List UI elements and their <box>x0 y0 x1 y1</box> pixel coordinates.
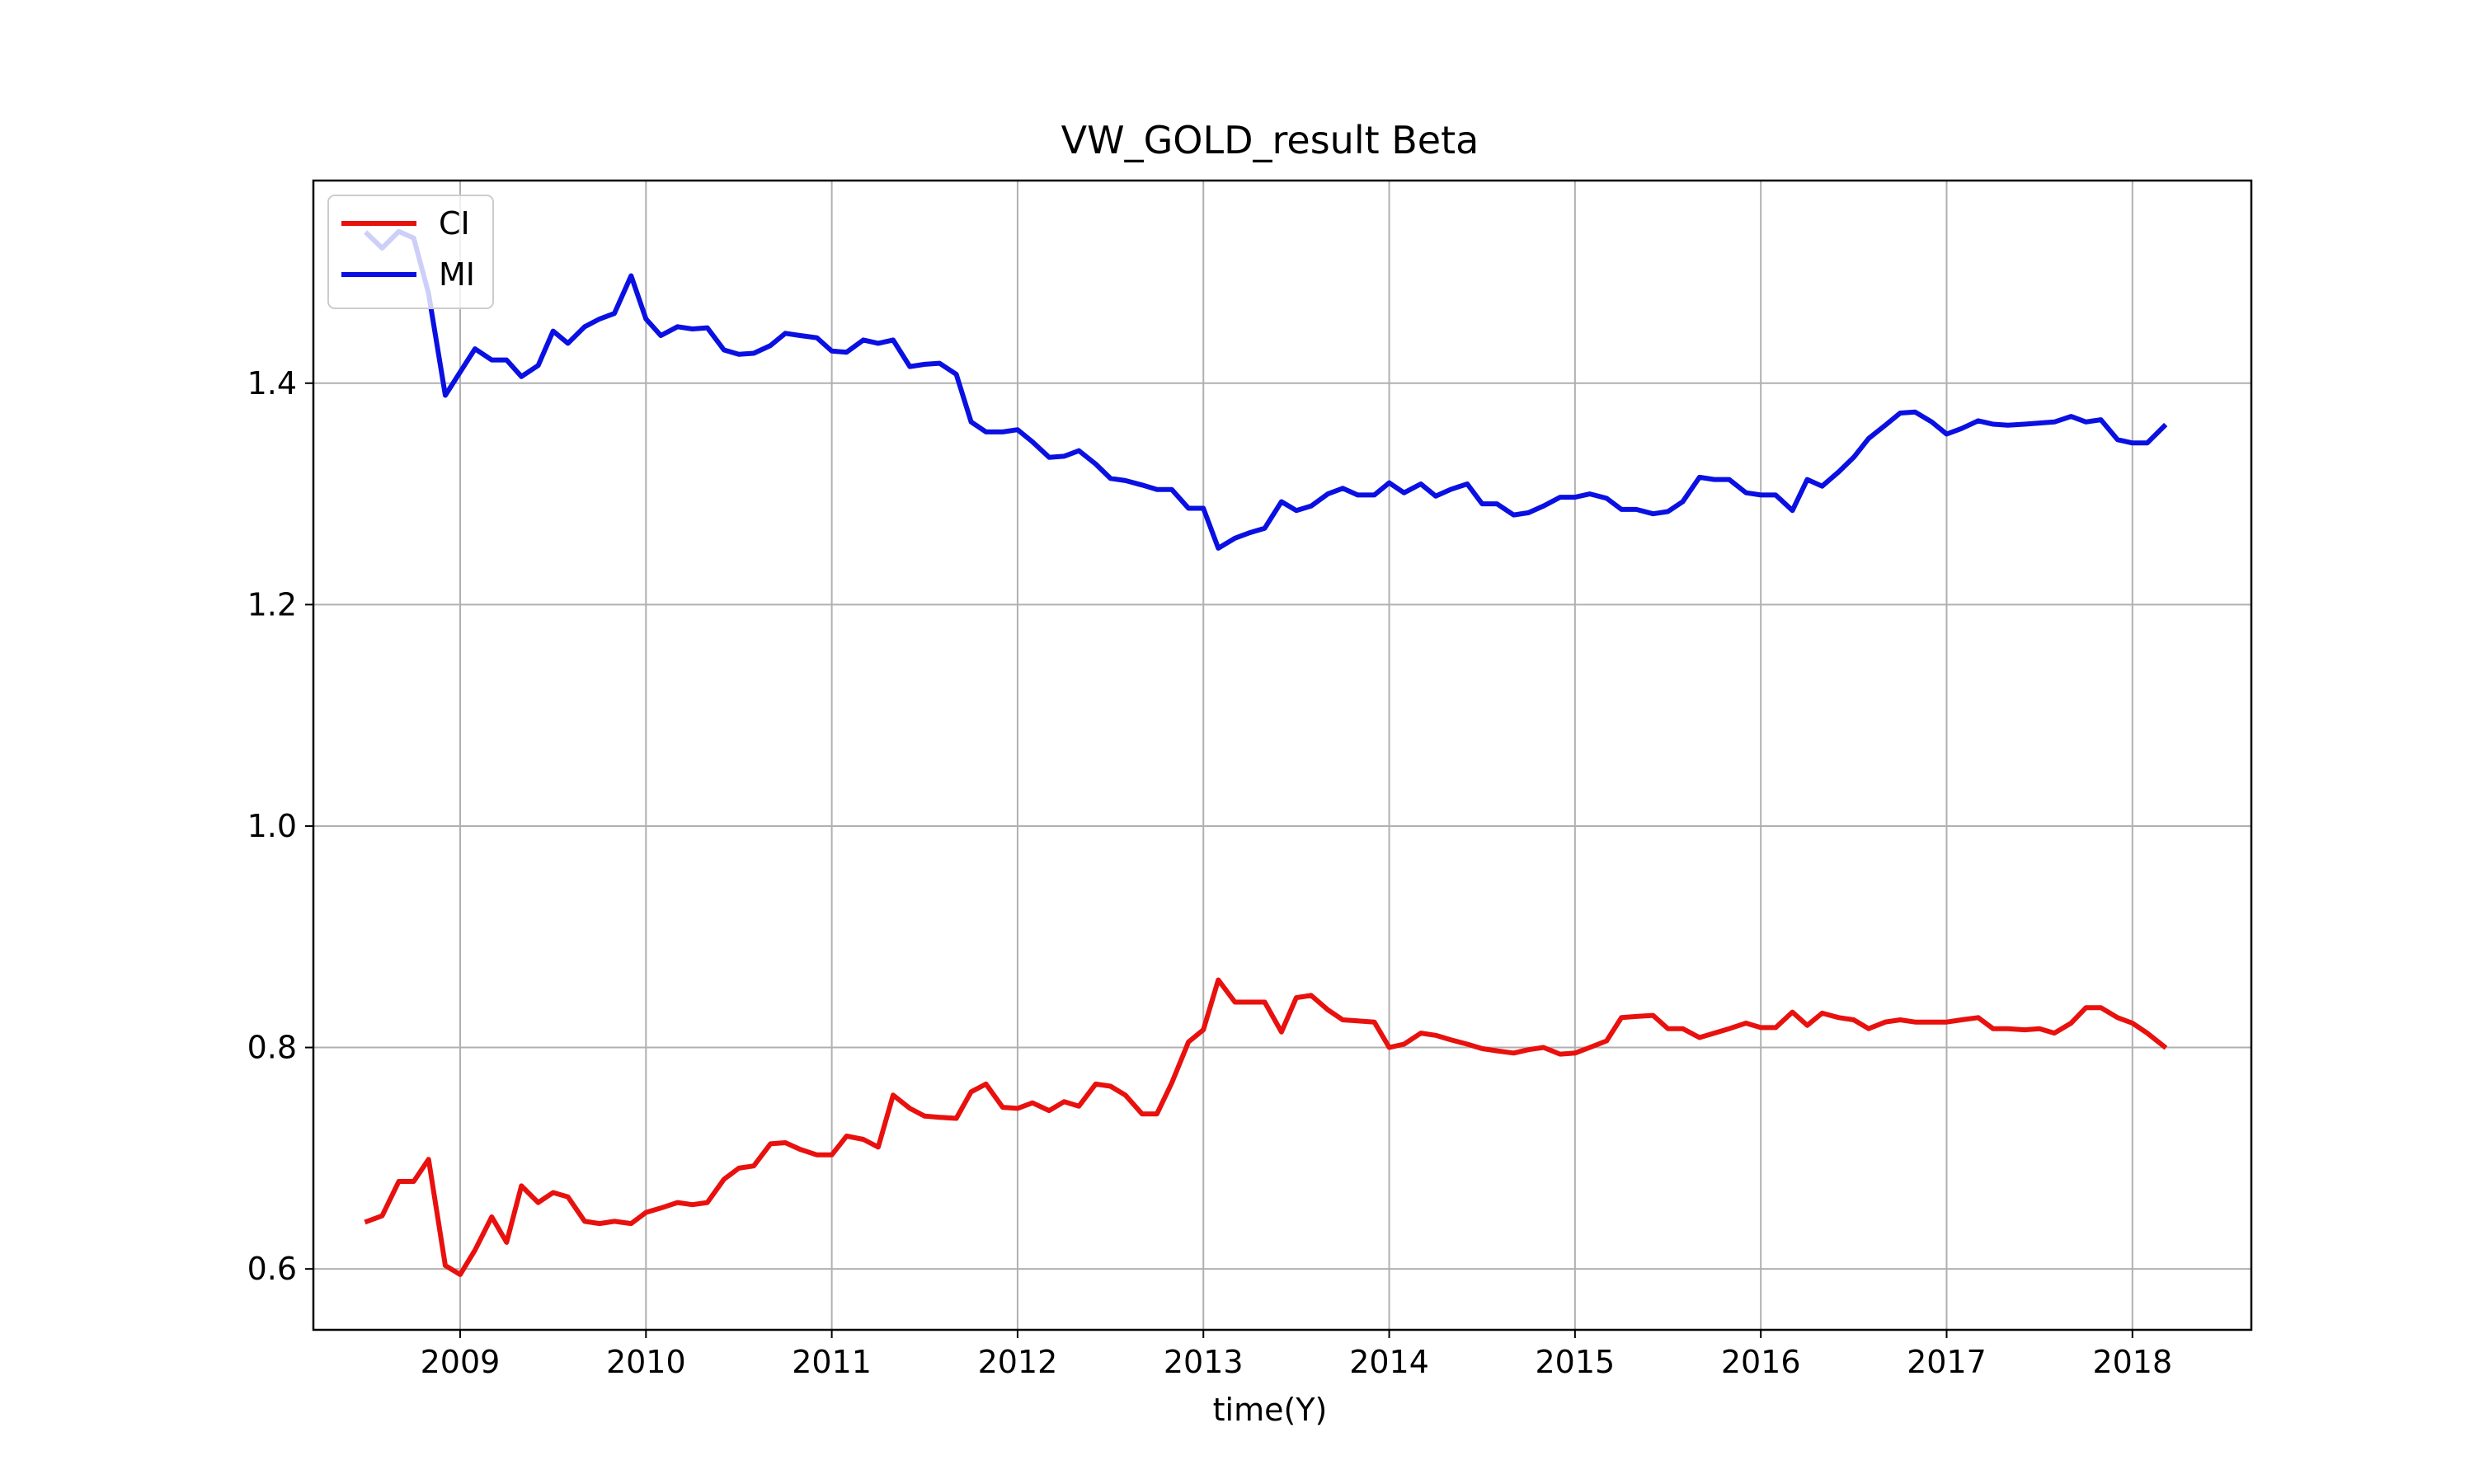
x-tick-label: 2016 <box>1721 1344 1801 1380</box>
y-tick-label: 1.2 <box>247 586 297 622</box>
x-tick-label: 2010 <box>606 1344 686 1380</box>
legend-mi-label: MI <box>439 256 475 293</box>
y-tick-label: 0.8 <box>247 1030 297 1066</box>
legend: CI MI <box>327 195 494 309</box>
x-tick-label: 2015 <box>1536 1344 1616 1380</box>
y-tick-label: 1.0 <box>247 808 297 844</box>
x-tick-label: 2009 <box>421 1344 501 1380</box>
chart-title: VW_GOLD_result Beta <box>1061 118 1479 162</box>
x-tick-label: 2011 <box>792 1344 872 1380</box>
legend-ci-label: CI <box>439 205 470 242</box>
series-line-mi <box>364 228 2168 551</box>
x-tick-label: 2017 <box>1907 1344 1987 1380</box>
y-tick-label: 0.6 <box>247 1251 297 1287</box>
x-tick-label: 2014 <box>1349 1344 1429 1380</box>
x-axis-label: time(Y) <box>1213 1392 1328 1428</box>
axis-ticks: 2009 2010 2011 2012 2013 2014 2015 2016 2017 2018… <box>247 365 2173 1380</box>
x-tick-label: 2018 <box>2092 1344 2172 1380</box>
x-tick-label: 2012 <box>978 1344 1058 1380</box>
x-tick-label: 2013 <box>1164 1344 1244 1380</box>
plot-frame <box>312 179 2253 1331</box>
y-tick-label: 1.4 <box>247 365 297 402</box>
series-lines <box>364 228 2168 1277</box>
series-line-ci <box>364 977 2168 1277</box>
grid <box>313 181 2251 1330</box>
